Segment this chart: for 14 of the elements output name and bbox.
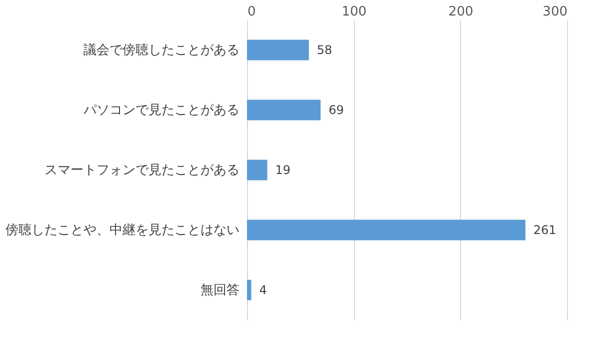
- x-tick-label: 100: [342, 4, 367, 20]
- data-label: 69: [328, 103, 344, 117]
- y-tick-label: パソコンで見たことがある: [82, 103, 240, 118]
- y-tick-label: 傍聴したことや、中継を見たことはない: [6, 223, 240, 238]
- x-tick-label: 200: [448, 4, 474, 20]
- data-label: 19: [275, 163, 291, 177]
- y-tick-label: 無回答: [200, 283, 240, 298]
- y-tick-label: スマートフォンで見たことがある: [44, 163, 240, 178]
- data-label: 261: [533, 223, 556, 237]
- x-tick-label: 300: [542, 4, 568, 20]
- data-label: 4: [259, 283, 267, 297]
- data-label: 58: [316, 43, 332, 57]
- y-tick-label: 議会で傍聴したことがある: [84, 43, 240, 58]
- x-tick-label: 0: [248, 4, 256, 20]
